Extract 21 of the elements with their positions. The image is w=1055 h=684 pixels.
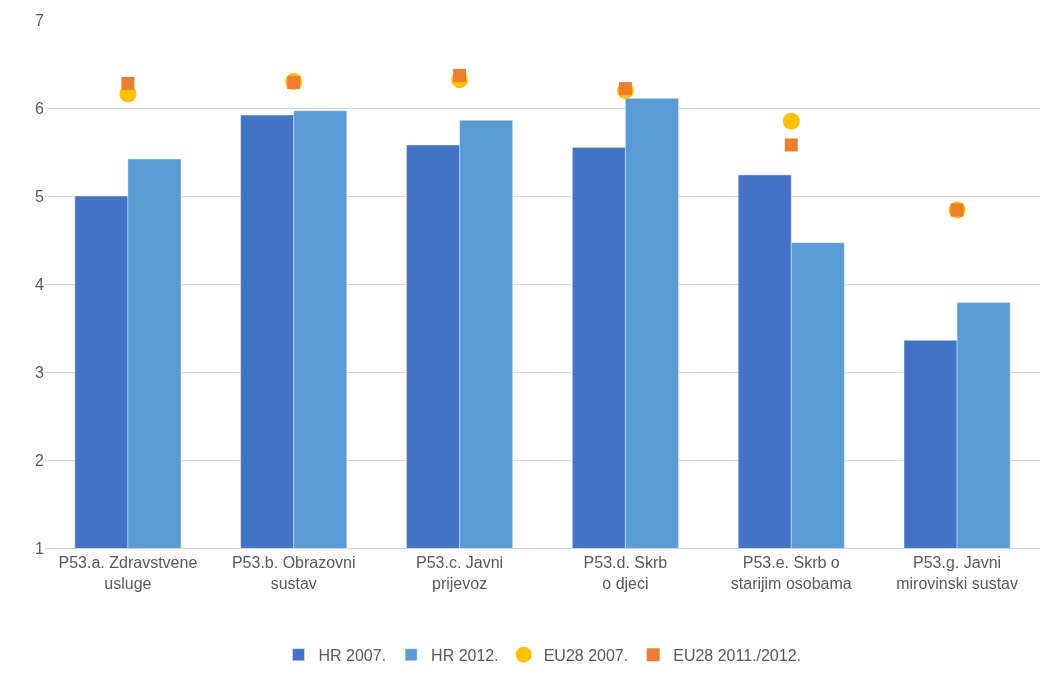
x-tick-label: P53.g. Javni mirovinski sustav [896,554,1018,592]
y-tick-label: 1 [35,539,45,557]
x-tick-label: P53.a. Zdravstvene usluge [58,554,198,592]
x-tick-label: P53.c. Javni prijevoz [416,554,504,592]
x-tick-label: P53.b. Obrazovni sustav [231,554,356,592]
legend-label: HR 2012. [431,646,499,664]
y-tick-label: 3 [35,363,45,381]
point [121,76,135,90]
point [784,138,798,152]
x-tick-label: P53.e. Skrb o starijim osobama [730,554,852,592]
y-tick-label: 2 [35,451,45,469]
y-tick-label: 4 [35,275,45,293]
x-tick-label: P53.d. Skrb o djeci [583,554,668,592]
legend-label: HR 2007. [318,646,387,664]
y-tick-label: 5 [35,187,45,205]
point [782,112,800,130]
legend-label: EU28 2007. [543,646,629,664]
y-tick-label: 6 [35,99,45,117]
point [453,68,467,82]
y-tick-label: 7 [35,11,45,29]
legend-label: EU28 2011./2012. [673,646,802,664]
